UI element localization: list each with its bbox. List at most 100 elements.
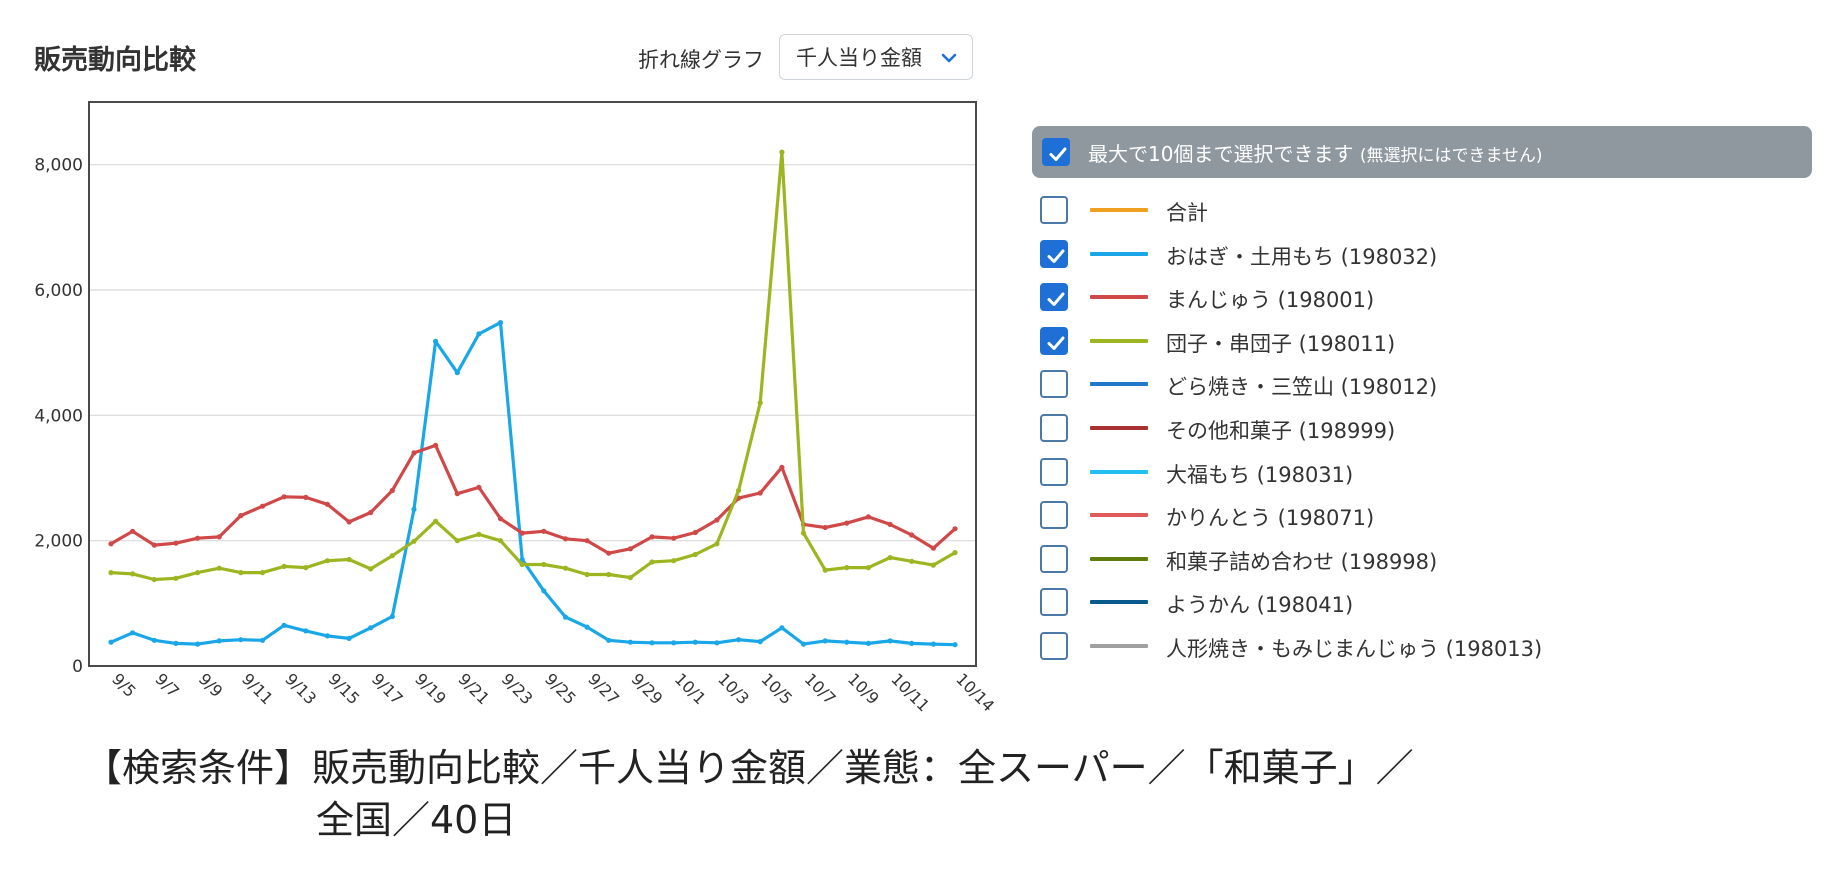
data-point (692, 529, 698, 536)
data-point (433, 518, 439, 524)
legend-item[interactable]: 人形焼き・もみじまんじゅう (198013) (1040, 628, 1740, 664)
legend-panel-header: 最大で10個まで選択できます (無選択にはできません) (1032, 126, 1812, 178)
chart-type-label: 折れ線グラフ (638, 48, 764, 72)
data-point (909, 558, 915, 564)
data-point (822, 638, 828, 644)
series-path (109, 150, 957, 582)
data-point (476, 531, 482, 538)
legend-header-main: 最大で10個まで選択できます (1088, 141, 1354, 166)
legend-label: 人形焼き・もみじまんじゅう (198013) (1166, 637, 1543, 661)
data-point (541, 528, 547, 534)
data-point (259, 570, 266, 576)
data-point (692, 551, 698, 558)
data-point (584, 571, 590, 578)
check-icon (1047, 249, 1065, 263)
data-point (562, 565, 569, 571)
data-point (606, 571, 612, 578)
series-checkbox[interactable] (1040, 239, 1068, 268)
data-point (216, 638, 222, 644)
legend-label: 大福もち (198031) (1166, 462, 1354, 487)
data-point (195, 535, 201, 541)
data-point (865, 640, 872, 647)
series-checkbox[interactable] (1040, 632, 1068, 660)
data-point (671, 640, 677, 646)
plot-area (89, 102, 976, 666)
legend-item[interactable]: おはぎ・土用もち (198032) (1040, 236, 1740, 272)
x-tick-label: 10/3 (714, 669, 753, 708)
series-checkbox[interactable] (1040, 283, 1068, 312)
legend-item[interactable]: その他和菓子 (198999) (1040, 410, 1740, 446)
legend-item[interactable]: 大福もち (198031) (1040, 454, 1740, 490)
series-checkbox[interactable] (1040, 326, 1068, 355)
data-point (303, 628, 309, 634)
y-tick-label: 2,000 (34, 532, 83, 552)
data-point (281, 563, 287, 570)
data-point (671, 535, 677, 541)
series-checkbox[interactable] (1040, 370, 1068, 399)
series-line (108, 149, 958, 583)
data-point (173, 540, 179, 546)
data-point (714, 640, 720, 646)
legend-swatch (1090, 208, 1148, 212)
check-icon (1049, 147, 1067, 161)
data-point (281, 494, 287, 500)
legend-item[interactable]: 合計 (1040, 192, 1740, 228)
series-checkbox[interactable] (1040, 414, 1068, 442)
series-checkbox[interactable] (1040, 544, 1068, 573)
legend-label: どら焼き・三笠山 (198012) (1166, 375, 1438, 400)
data-point (736, 637, 742, 643)
data-point (822, 524, 828, 531)
legend-label: 合計 (1166, 201, 1208, 225)
data-point (130, 630, 136, 636)
data-point (736, 487, 742, 494)
select-all-checkbox[interactable] (1042, 138, 1070, 166)
data-point (346, 556, 352, 563)
y-tick-label: 8,000 (34, 156, 83, 176)
x-tick-label: 10/9 (844, 669, 883, 708)
data-point (757, 639, 763, 645)
data-point (909, 532, 915, 538)
x-tick-label: 10/5 (757, 669, 796, 708)
series-checkbox[interactable] (1040, 588, 1068, 617)
data-point (108, 639, 114, 645)
x-tick-label: 9/17 (368, 669, 407, 708)
data-point (887, 638, 893, 644)
data-point (454, 491, 460, 497)
series-path (109, 321, 957, 647)
series-checkbox[interactable] (1040, 501, 1068, 530)
data-point (346, 519, 352, 525)
legend-item[interactable]: かりんとう (198071) (1040, 497, 1740, 533)
data-point (714, 541, 720, 547)
data-point (368, 625, 374, 631)
data-point (130, 571, 136, 577)
data-point (714, 517, 720, 523)
legend-item[interactable]: まんじゅう (198001) (1040, 279, 1740, 315)
x-tick-label: 9/29 (628, 669, 667, 708)
series-line (108, 320, 958, 648)
data-point (627, 546, 634, 552)
data-point (649, 534, 655, 540)
legend-item[interactable]: ようかん (198041) (1040, 584, 1740, 620)
data-point (930, 641, 937, 647)
data-point (151, 542, 157, 548)
x-tick-label: 10/14 (952, 669, 998, 715)
series-checkbox[interactable] (1040, 457, 1068, 486)
data-point (909, 640, 915, 647)
data-point (433, 338, 439, 344)
legend-header-note: (無選択にはできません) (1359, 145, 1543, 166)
legend-label: ようかん (198041) (1166, 593, 1354, 618)
legend-item[interactable]: どら焼き・三笠山 (198012) (1040, 366, 1740, 402)
legend-item[interactable]: 団子・串団子 (198011) (1040, 323, 1740, 359)
plot-frame (88, 101, 977, 667)
data-point (303, 494, 309, 500)
data-point (173, 575, 179, 581)
x-tick-label: 10/11 (887, 669, 933, 715)
x-tick-label: 9/5 (108, 669, 140, 701)
metric-dropdown[interactable]: 千人当り金額 (779, 34, 973, 80)
series-checkbox[interactable] (1040, 196, 1068, 224)
check-icon (1047, 292, 1065, 307)
data-point (779, 149, 785, 155)
legend-item[interactable]: 和菓子詰め合わせ (198998) (1040, 541, 1740, 577)
legend-swatch (1090, 600, 1148, 605)
data-point (649, 559, 655, 565)
